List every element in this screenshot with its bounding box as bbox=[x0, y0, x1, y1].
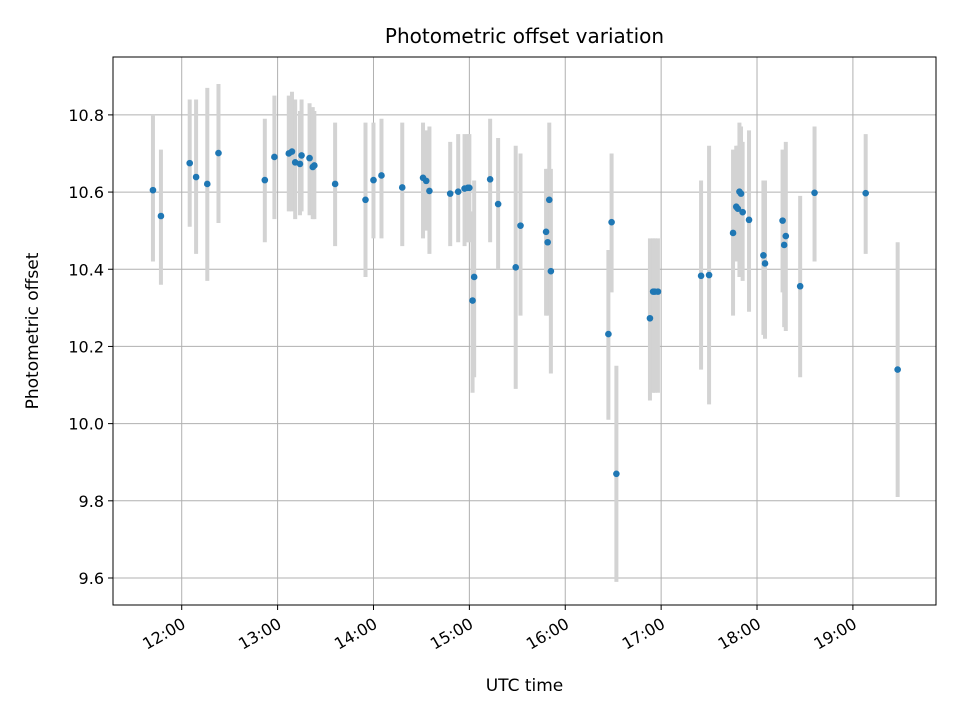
data-point bbox=[454, 188, 462, 195]
data-point bbox=[544, 238, 551, 246]
y-tick-label: 9.6 bbox=[79, 569, 104, 588]
y-axis-title: Photometric offset bbox=[23, 252, 43, 409]
x-tick-label: 18:00 bbox=[715, 614, 764, 654]
data-point bbox=[203, 180, 211, 188]
data-point bbox=[311, 162, 318, 169]
y-tick-label: 9.8 bbox=[79, 492, 104, 511]
x-tick-label: 15:00 bbox=[427, 614, 476, 654]
data-point bbox=[149, 186, 157, 194]
data-point bbox=[446, 190, 454, 197]
data-point bbox=[288, 148, 296, 155]
y-tick-label: 10.8 bbox=[68, 106, 104, 125]
x-tick-label: 16:00 bbox=[523, 614, 572, 654]
data-point bbox=[517, 222, 524, 229]
data-point bbox=[512, 264, 520, 271]
data-point bbox=[811, 189, 818, 197]
y-tick-label: 10.6 bbox=[68, 183, 104, 202]
data-point bbox=[186, 159, 194, 167]
data-point bbox=[697, 272, 705, 280]
x-tick-label: 14:00 bbox=[331, 614, 380, 654]
y-tick-label: 10.2 bbox=[68, 337, 104, 356]
x-tick-label: 19:00 bbox=[810, 614, 859, 654]
data-points bbox=[149, 148, 901, 478]
data-point bbox=[782, 232, 790, 240]
data-point bbox=[605, 330, 612, 338]
error-bars bbox=[150, 84, 900, 582]
data-point bbox=[737, 190, 745, 197]
x-axis-ticks: 12:00 13:00 14:00 15:00 16:00 17:00 18:00 19:00 bbox=[139, 605, 860, 654]
data-point bbox=[542, 228, 550, 236]
data-point bbox=[494, 200, 502, 208]
y-tick-label: 10.4 bbox=[68, 260, 104, 279]
data-point bbox=[470, 273, 478, 281]
data-point bbox=[426, 187, 433, 195]
data-point bbox=[862, 189, 869, 197]
data-point bbox=[646, 314, 654, 322]
x-tick-label: 17:00 bbox=[619, 614, 668, 654]
data-point bbox=[608, 218, 615, 226]
x-tick-label: 13:00 bbox=[235, 614, 284, 654]
data-point bbox=[331, 180, 339, 188]
data-point bbox=[192, 173, 200, 181]
data-point bbox=[157, 212, 165, 220]
data-point bbox=[613, 470, 620, 478]
chart-title: Photometric offset variation bbox=[385, 24, 664, 48]
data-point bbox=[545, 196, 553, 204]
data-point bbox=[466, 184, 473, 192]
x-axis-title: UTC time bbox=[486, 676, 564, 696]
data-point bbox=[761, 260, 769, 267]
data-point bbox=[745, 216, 753, 224]
data-point bbox=[729, 229, 737, 237]
data-point bbox=[298, 152, 305, 159]
x-tick-label: 12:00 bbox=[139, 614, 188, 654]
data-point bbox=[296, 160, 304, 168]
data-point bbox=[469, 297, 476, 304]
data-point bbox=[378, 172, 385, 179]
data-point bbox=[739, 208, 746, 216]
data-point bbox=[215, 149, 222, 157]
data-point bbox=[398, 184, 406, 191]
plot-frame bbox=[112, 56, 937, 606]
data-point bbox=[547, 267, 555, 275]
data-point bbox=[894, 366, 901, 373]
data-point bbox=[779, 217, 786, 224]
data-point bbox=[362, 196, 369, 204]
y-tick-label: 10.0 bbox=[68, 415, 104, 434]
data-point bbox=[654, 288, 662, 295]
data-point bbox=[271, 153, 278, 161]
y-axis-ticks: 9.6 9.8 10.0 10.2 10.4 10.6 10.8 bbox=[68, 106, 113, 588]
data-point bbox=[780, 241, 788, 249]
data-point bbox=[422, 177, 430, 185]
data-point bbox=[734, 205, 742, 212]
data-point bbox=[261, 176, 269, 184]
data-point bbox=[486, 176, 494, 183]
data-point bbox=[370, 176, 377, 184]
data-point bbox=[796, 282, 804, 290]
data-point bbox=[760, 252, 767, 259]
data-point bbox=[306, 154, 313, 162]
data-point bbox=[705, 271, 713, 279]
